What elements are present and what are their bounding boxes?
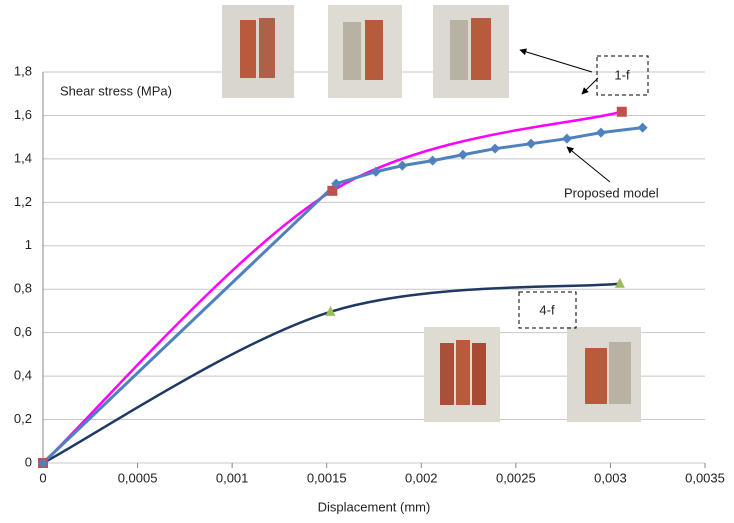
marker <box>490 144 500 154</box>
marker <box>596 128 606 138</box>
x-axis-label: Displacement (mm) <box>318 499 431 514</box>
x-tick-label: 0,003 <box>594 470 627 485</box>
marker <box>428 156 438 166</box>
series <box>38 107 648 468</box>
annotation: 1-f <box>614 67 630 82</box>
marker <box>615 278 625 288</box>
marker <box>526 139 536 149</box>
series-line <box>43 128 643 463</box>
annotation: 4-f <box>539 302 555 317</box>
x-tick-label: 0,001 <box>216 470 249 485</box>
x-tick-label: 0,0005 <box>118 470 158 485</box>
x-tick-label: 0,0025 <box>496 470 536 485</box>
x-tick-label: 0 <box>39 470 46 485</box>
y-tick-label: 1,4 <box>14 150 32 165</box>
y-tick-label: 0,4 <box>14 368 32 383</box>
y-tick-label: 0 <box>25 454 32 469</box>
y-tick-label: 1,8 <box>14 63 32 78</box>
y-tick-label: 1 <box>25 237 32 252</box>
marker <box>458 150 468 160</box>
annotation: Proposed model <box>564 185 659 200</box>
y-axis-label: Shear stress (MPa) <box>60 83 172 98</box>
y-tick-label: 1,2 <box>14 194 32 209</box>
y-tick-label: 0,2 <box>14 411 32 426</box>
y-tick-label: 0,6 <box>14 324 32 339</box>
marker <box>397 161 407 171</box>
marker <box>638 123 648 133</box>
marker <box>562 134 572 144</box>
marker <box>617 107 627 117</box>
x-tick-label: 0,0015 <box>307 470 347 485</box>
y-tick-label: 1,6 <box>14 107 32 122</box>
x-tick-label: 0,0035 <box>685 470 725 485</box>
chart: Shear stress (MPa) Displacement (mm) 1-f… <box>0 0 734 523</box>
y-tick-label: 0,8 <box>14 281 32 296</box>
x-tick-label: 0,002 <box>405 470 438 485</box>
